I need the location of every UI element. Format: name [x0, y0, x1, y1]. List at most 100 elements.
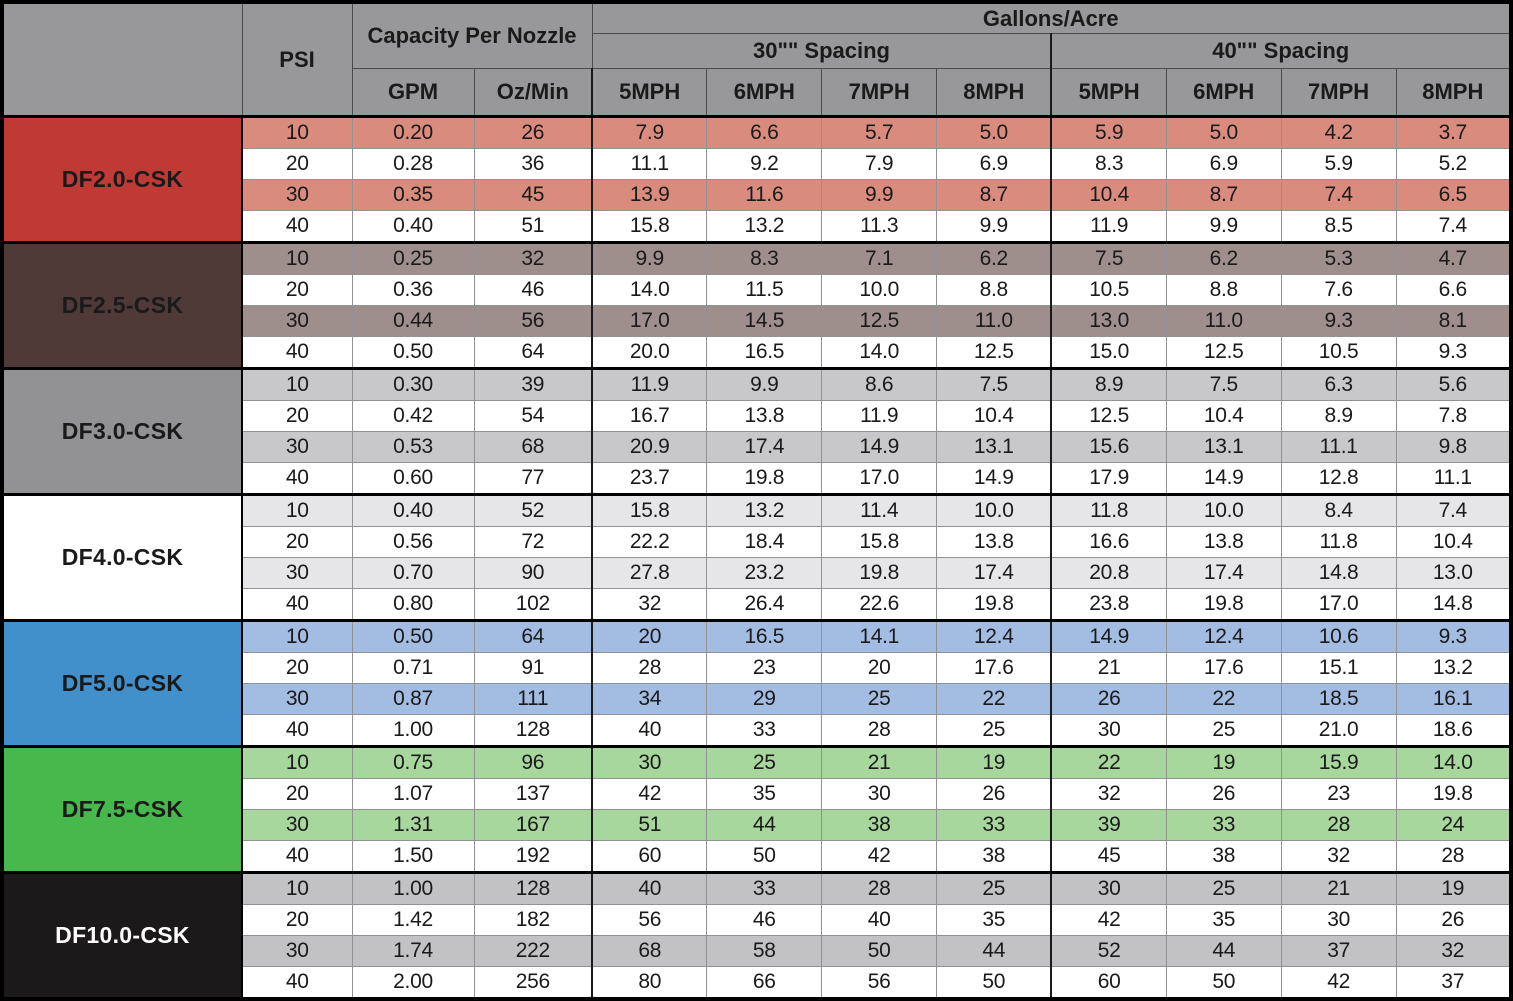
- gal-per-acre-cell: 13.9: [591, 179, 708, 211]
- oz-min-cell: 111: [473, 683, 593, 715]
- gpm-cell: 1.50: [351, 840, 475, 873]
- gpm-cell: 0.20: [351, 116, 475, 149]
- gal-per-acre-cell: 25: [1165, 871, 1282, 905]
- gal-per-acre-cell: 10.4: [936, 400, 1052, 432]
- gal-per-acre-cell: 20.9: [591, 431, 708, 463]
- gal-per-acre-cell: 11.8: [1050, 493, 1167, 527]
- table-row: 30 0.87 111 34 29 25 22 26 22 18.5 16.1: [2, 683, 1512, 715]
- table-row: DF7.5-CSK 10 0.75 96 30 25 21 19 22 19 15.9 14.0: [1, 745, 1512, 873]
- gal-per-acre-cell: 16.5: [706, 619, 823, 653]
- gal-per-acre-cell: 42: [1280, 966, 1397, 1000]
- header-gallons-per-acre: Gallons/Acre: [591, 1, 1512, 34]
- table-row: DF4.0-CSK 10 0.40 52 15.8 13.2 11.4 10.0 11.8 10.…: [1, 493, 1512, 621]
- model-label: DF3.0-CSK: [1, 367, 243, 495]
- gal-per-acre-cell: 50: [936, 966, 1052, 1000]
- gal-per-acre-cell: 7.6: [1280, 274, 1397, 306]
- gal-per-acre-cell: 12.4: [1165, 619, 1282, 653]
- gal-per-acre-cell: 19.8: [821, 557, 938, 589]
- table-row: 30 0.35 45 13.9 11.6 9.9 8.7 10.4 8.7 7.4 6.5: [2, 179, 1512, 211]
- oz-min-cell: 68: [473, 431, 593, 463]
- gal-per-acre-cell: 6.3: [1280, 367, 1397, 401]
- gal-per-acre-cell: 10.0: [1165, 493, 1282, 527]
- gal-per-acre-cell: 13.8: [1165, 526, 1282, 558]
- psi-cell: 40: [241, 840, 353, 873]
- gal-per-acre-cell: 9.3: [1280, 305, 1397, 337]
- gal-per-acre-cell: 13.2: [1395, 652, 1512, 684]
- header-capacity-per-nozzle: Capacity Per Nozzle: [351, 1, 593, 69]
- table-row: 30 1.74 222 68 58 50 44 52 44 37 32: [2, 935, 1512, 967]
- gal-per-acre-cell: 5.9: [1280, 148, 1397, 180]
- table-row: DF2.5-CSK 10 0.25 32 9.9 8.3 7.1 6.2 7.5 6.2 5.3 4.…: [1, 241, 1512, 369]
- table-row: 20 1.07 137 42 35 30 26 32 26 23 19.8: [2, 778, 1512, 810]
- psi-cell: 10: [241, 493, 353, 527]
- psi-cell: 40: [241, 588, 353, 621]
- psi-cell: 30: [241, 557, 353, 589]
- gal-per-acre-cell: 11.1: [1280, 431, 1397, 463]
- gal-per-acre-cell: 25: [821, 683, 938, 715]
- gal-per-acre-cell: 18.4: [706, 526, 823, 558]
- gpm-cell: 0.75: [351, 745, 475, 779]
- gal-per-acre-cell: 11.9: [821, 400, 938, 432]
- gal-per-acre-cell: 12.4: [936, 619, 1052, 653]
- gal-per-acre-cell: 8.6: [821, 367, 938, 401]
- model-label: DF4.0-CSK: [1, 493, 243, 621]
- oz-min-cell: 182: [473, 904, 593, 936]
- psi-cell: 10: [241, 116, 353, 149]
- gal-per-acre-cell: 14.8: [1280, 557, 1397, 589]
- gal-per-acre-cell: 44: [706, 809, 823, 841]
- gal-per-acre-cell: 13.2: [706, 493, 823, 527]
- table-row: DF10.0-CSK 10 1.00 128 40 33 28 25 30 25 21 19: [1, 871, 1512, 1000]
- gal-per-acre-cell: 11.9: [1050, 210, 1167, 243]
- gal-per-acre-cell: 46: [706, 904, 823, 936]
- gal-per-acre-cell: 8.1: [1395, 305, 1512, 337]
- oz-min-cell: 167: [473, 809, 593, 841]
- psi-cell: 10: [241, 745, 353, 779]
- gal-per-acre-cell: 10.5: [1050, 274, 1167, 306]
- gal-per-acre-cell: 18.5: [1280, 683, 1397, 715]
- gal-per-acre-cell: 9.9: [821, 179, 938, 211]
- gal-per-acre-cell: 12.5: [1050, 400, 1167, 432]
- gal-per-acre-cell: 35: [936, 904, 1052, 936]
- gal-per-acre-cell: 19: [1395, 871, 1512, 905]
- gal-per-acre-cell: 5.9: [1050, 116, 1167, 149]
- gal-per-acre-cell: 28: [591, 652, 708, 684]
- gal-per-acre-cell: 4.7: [1395, 241, 1512, 275]
- model-label: DF2.5-CSK: [1, 241, 243, 369]
- psi-cell: 20: [241, 400, 353, 432]
- gal-per-acre-cell: 26: [936, 778, 1052, 810]
- psi-cell: 10: [241, 619, 353, 653]
- gal-per-acre-cell: 27.8: [591, 557, 708, 589]
- oz-min-cell: 90: [473, 557, 593, 589]
- gal-per-acre-cell: 11.6: [706, 179, 823, 211]
- psi-cell: 30: [241, 683, 353, 715]
- gpm-cell: 0.80: [351, 588, 475, 621]
- gal-per-acre-cell: 56: [591, 904, 708, 936]
- gal-per-acre-cell: 51: [591, 809, 708, 841]
- gal-per-acre-cell: 38: [1165, 840, 1282, 873]
- gal-per-acre-cell: 14.9: [1165, 462, 1282, 495]
- gal-per-acre-cell: 9.3: [1395, 619, 1512, 653]
- gal-per-acre-cell: 38: [936, 840, 1052, 873]
- gal-per-acre-cell: 44: [1165, 935, 1282, 967]
- gal-per-acre-cell: 10.4: [1165, 400, 1282, 432]
- gal-per-acre-cell: 13.1: [1165, 431, 1282, 463]
- gal-per-acre-cell: 9.3: [1395, 336, 1512, 369]
- table-row: 20 0.28 36 11.1 9.2 7.9 6.9 8.3 6.9 5.9 5.2: [2, 148, 1512, 180]
- gal-per-acre-cell: 11.4: [821, 493, 938, 527]
- oz-min-cell: 54: [473, 400, 593, 432]
- gal-per-acre-cell: 50: [821, 935, 938, 967]
- gal-per-acre-cell: 10.4: [1050, 179, 1167, 211]
- gal-per-acre-cell: 37: [1280, 935, 1397, 967]
- gpm-cell: 0.28: [351, 148, 475, 180]
- gal-per-acre-cell: 21: [821, 745, 938, 779]
- psi-cell: 10: [241, 241, 353, 275]
- gal-per-acre-cell: 42: [1050, 904, 1167, 936]
- gal-per-acre-cell: 7.5: [1050, 241, 1167, 275]
- gal-per-acre-cell: 17.0: [1280, 588, 1397, 621]
- gal-per-acre-cell: 13.0: [1050, 305, 1167, 337]
- gal-per-acre-cell: 28: [821, 871, 938, 905]
- table-row: 30 0.53 68 20.9 17.4 14.9 13.1 15.6 13.1 11.1 9.8: [2, 431, 1512, 463]
- gal-per-acre-cell: 25: [1165, 714, 1282, 747]
- oz-min-cell: 36: [473, 148, 593, 180]
